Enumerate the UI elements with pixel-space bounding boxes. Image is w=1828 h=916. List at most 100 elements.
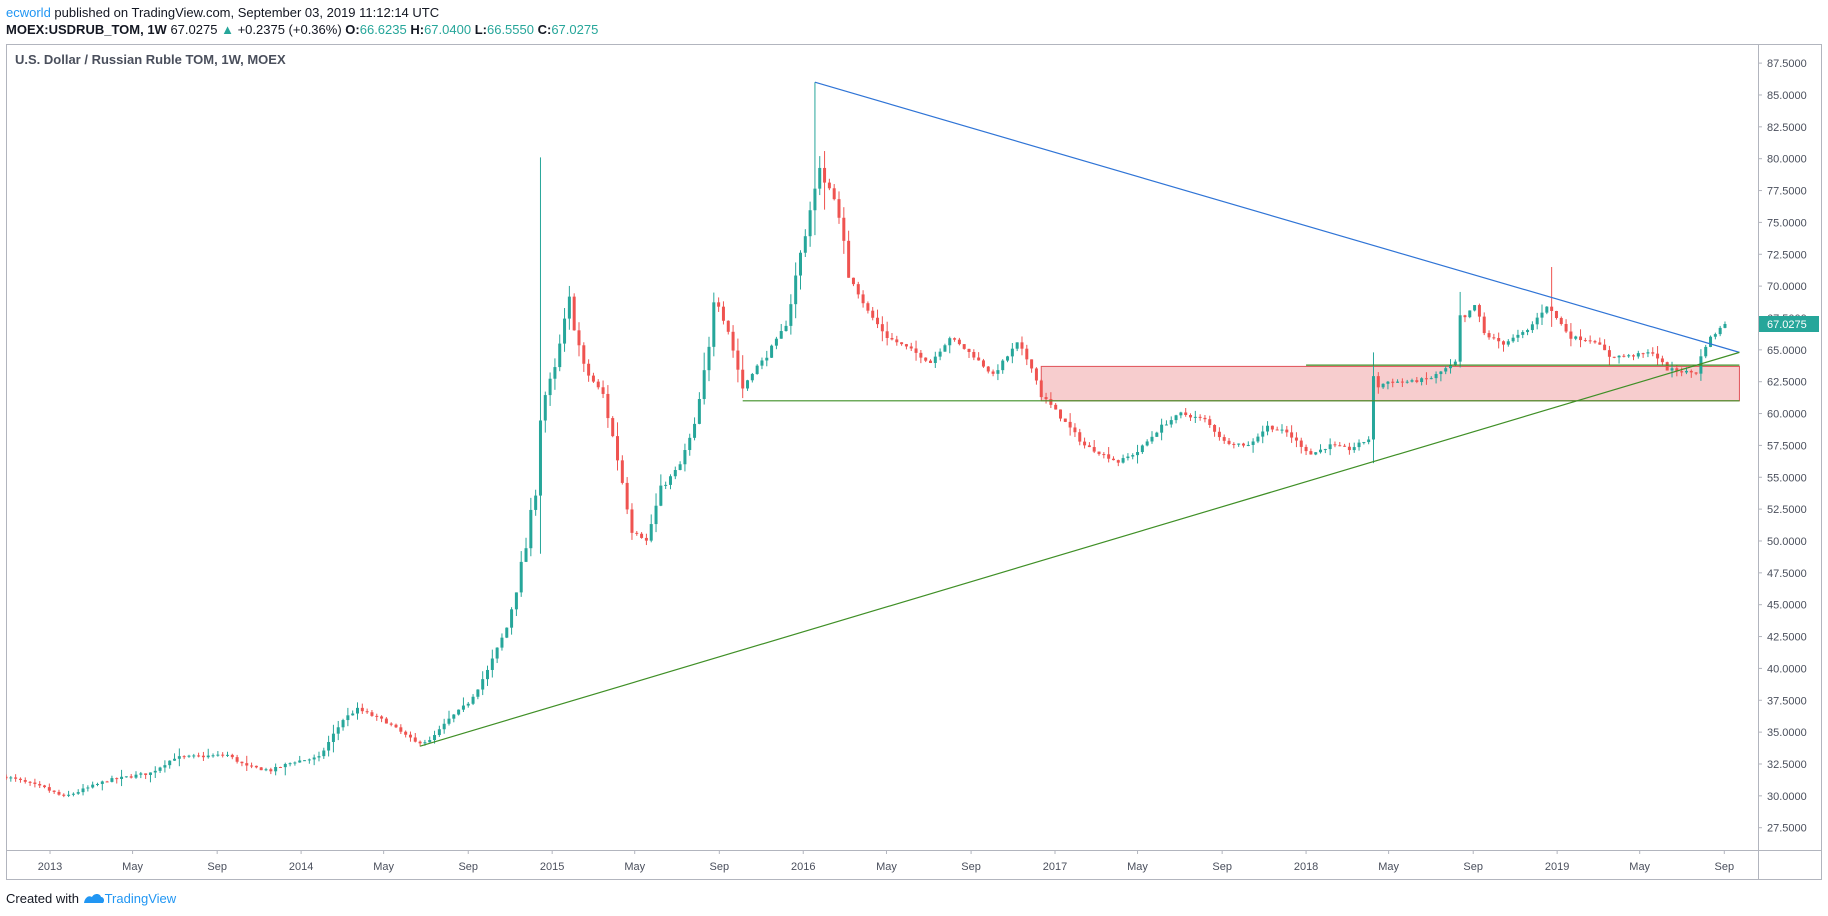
candle-down bbox=[967, 348, 971, 352]
price-tick-label: 82.5000 bbox=[1767, 122, 1807, 134]
candle-up bbox=[1251, 441, 1255, 445]
candle-down bbox=[928, 360, 932, 363]
candle-down bbox=[876, 317, 880, 325]
candle-up bbox=[1179, 412, 1183, 416]
candle-up bbox=[818, 167, 822, 189]
candle-up bbox=[288, 763, 292, 765]
candle-up bbox=[124, 776, 128, 778]
candle-up bbox=[206, 755, 210, 758]
price-chart[interactable]: 27.5000 30.0000 32.5000 35.0000 37.5000 40.00… bbox=[4, 44, 1822, 880]
candle-up bbox=[1169, 420, 1173, 425]
candle-up bbox=[1670, 368, 1674, 371]
candle-down bbox=[1622, 355, 1626, 357]
candle-down bbox=[726, 320, 730, 332]
candle-up bbox=[428, 740, 432, 743]
candle-down bbox=[1241, 443, 1245, 446]
candle-down bbox=[1107, 454, 1111, 459]
candle-up bbox=[712, 302, 716, 347]
low-label: L: bbox=[474, 22, 487, 37]
candle-down bbox=[18, 778, 22, 781]
time-tick-label: Sep bbox=[1463, 861, 1483, 873]
tradingview-link[interactable]: TradingView bbox=[104, 891, 177, 906]
candle-down bbox=[717, 302, 721, 307]
candle-up bbox=[770, 345, 774, 358]
candle-down bbox=[601, 387, 605, 394]
time-tick-label: 2017 bbox=[1043, 861, 1067, 873]
candle-up bbox=[1574, 336, 1578, 339]
candle-up bbox=[148, 772, 152, 775]
candle-down bbox=[596, 381, 600, 388]
candle-down bbox=[1554, 310, 1558, 318]
price-axis[interactable]: 27.5000 30.0000 32.5000 35.0000 37.5000 40.00… bbox=[1758, 58, 1819, 835]
candle-up bbox=[1617, 355, 1621, 358]
candle-down bbox=[1588, 340, 1592, 342]
candle-up bbox=[225, 754, 229, 756]
candle-up bbox=[789, 304, 793, 326]
candle-up bbox=[173, 758, 177, 761]
time-tick-label: Sep bbox=[458, 861, 478, 873]
candle-up bbox=[524, 548, 528, 562]
candle-up bbox=[1723, 323, 1727, 328]
candle-down bbox=[1482, 316, 1486, 334]
time-tick-label: 2015 bbox=[540, 861, 564, 873]
candle-up bbox=[95, 783, 99, 785]
candle-down bbox=[1049, 399, 1053, 405]
candle-up bbox=[500, 637, 504, 648]
candle-down bbox=[1073, 427, 1077, 433]
candle-down bbox=[394, 724, 398, 728]
time-tick-label: Sep bbox=[710, 861, 730, 873]
candle-down bbox=[900, 342, 904, 345]
candle-down bbox=[1631, 355, 1635, 357]
candle-up bbox=[1545, 306, 1549, 313]
candle-down bbox=[1309, 451, 1313, 455]
candle-up bbox=[1280, 429, 1284, 431]
candle-down bbox=[1660, 358, 1664, 363]
candle-up bbox=[452, 714, 456, 719]
candle-down bbox=[230, 754, 234, 758]
candle-up bbox=[158, 767, 162, 771]
price-tick-label: 50.0000 bbox=[1767, 536, 1807, 548]
candle-up bbox=[1352, 447, 1356, 451]
chart-frame[interactable]: 27.5000 30.0000 32.5000 35.0000 37.5000 40.00… bbox=[4, 44, 1822, 880]
candle-up bbox=[664, 484, 668, 486]
candle-up bbox=[1646, 352, 1650, 354]
candle-up bbox=[649, 524, 653, 541]
price-tick-label: 35.0000 bbox=[1767, 727, 1807, 739]
candle-up bbox=[1367, 439, 1371, 443]
candle-down bbox=[250, 765, 254, 767]
time-axis[interactable]: 2013 May Sep 2014 May Sep 2015 May Sep 2016 May Sep… bbox=[38, 850, 1734, 873]
candle-up bbox=[673, 470, 677, 477]
time-tick-label: May bbox=[373, 861, 394, 873]
candle-up bbox=[1150, 436, 1154, 442]
candle-down bbox=[1068, 421, 1072, 428]
candle-down bbox=[14, 777, 18, 779]
candle-up bbox=[1164, 424, 1168, 426]
candle-down bbox=[370, 712, 374, 716]
candle-down bbox=[1034, 368, 1038, 381]
candle-up bbox=[81, 788, 85, 793]
candle-down bbox=[1025, 348, 1029, 360]
candle-down bbox=[1612, 356, 1616, 358]
candle-down bbox=[418, 741, 422, 744]
candle-up bbox=[346, 715, 350, 721]
candle-down bbox=[890, 338, 894, 340]
candle-down bbox=[52, 790, 56, 792]
candle-down bbox=[1290, 432, 1294, 438]
candle-down bbox=[4, 776, 8, 779]
candle-up bbox=[211, 755, 215, 757]
candle-up bbox=[1449, 364, 1453, 369]
price-tick-label: 30.0000 bbox=[1767, 791, 1807, 803]
created-with-text: Created with bbox=[6, 891, 83, 906]
candle-up bbox=[423, 742, 427, 744]
candle-down bbox=[399, 727, 403, 732]
price-tick-label: 87.5000 bbox=[1767, 58, 1807, 70]
candle-down bbox=[1092, 447, 1096, 452]
candle-up bbox=[153, 770, 157, 773]
author-link[interactable]: ecworld bbox=[6, 5, 51, 20]
candle-up bbox=[76, 792, 80, 794]
candle-down bbox=[43, 785, 47, 788]
candle-down bbox=[1559, 317, 1563, 325]
candle-down bbox=[1391, 381, 1395, 383]
candle-up bbox=[1444, 368, 1448, 372]
candle-up bbox=[794, 275, 798, 305]
